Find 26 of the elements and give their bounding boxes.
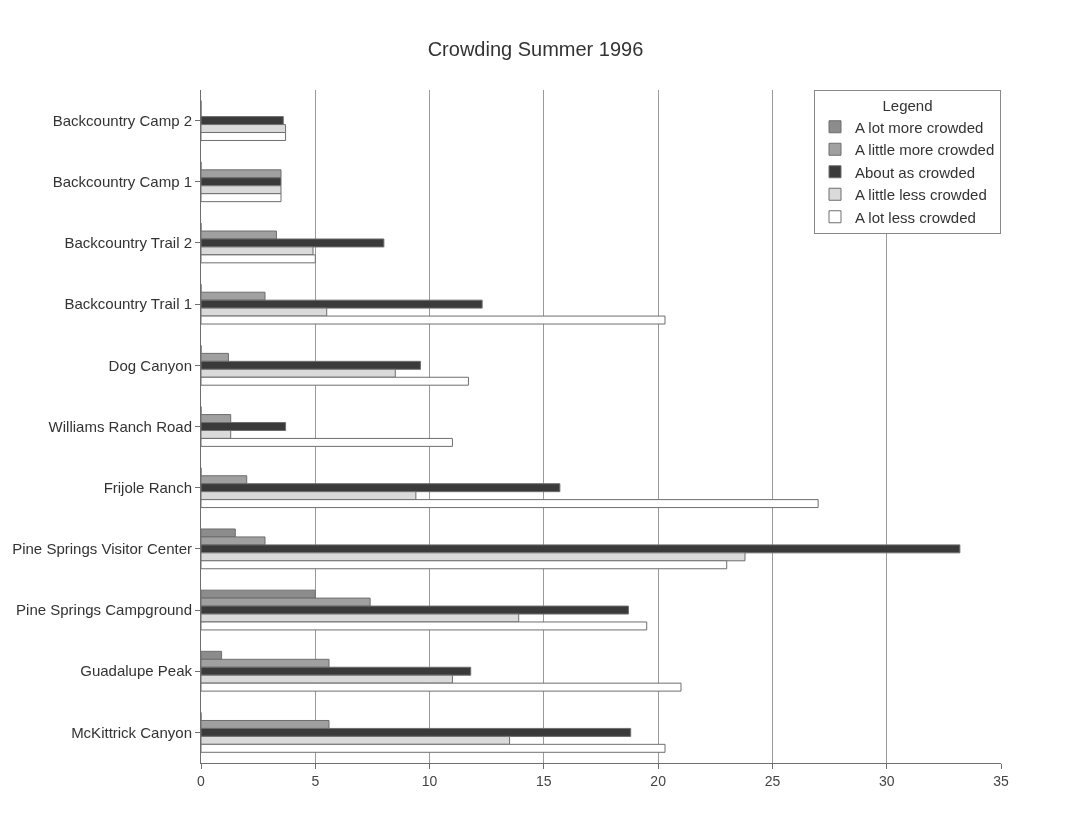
x-tick-label: 5 <box>311 772 320 789</box>
y-tick-label: Backcountry Trail 1 <box>64 295 192 313</box>
legend-label: A little more crowded <box>855 141 995 159</box>
y-tick-label: Backcountry Camp 2 <box>52 111 192 129</box>
x-tick-label: 10 <box>421 772 438 789</box>
y-tick-label: McKittrick Canyon <box>71 723 192 741</box>
legend-label: A lot less crowded <box>855 208 976 226</box>
legend-title: Legend <box>882 96 933 114</box>
y-tick-label: Frijole Ranch <box>103 478 192 496</box>
x-tick-label: 0 <box>197 772 206 789</box>
x-tick-label: 30 <box>878 772 895 789</box>
y-tick-label: Backcountry Camp 1 <box>52 173 192 191</box>
x-tick-label: 35 <box>993 772 1009 789</box>
x-tick-label: 25 <box>764 772 781 789</box>
y-tick-label: Williams Ranch Road <box>48 417 192 435</box>
y-tick-label: Backcountry Trail 2 <box>64 234 192 252</box>
legend-label: About as crowded <box>855 163 976 181</box>
x-tick-label: 15 <box>536 772 552 789</box>
legend-label: A lot more crowded <box>855 118 984 136</box>
y-tick-label: Pine Springs Visitor Center <box>12 540 192 558</box>
y-tick-label: Dog Canyon <box>108 356 192 374</box>
y-tick-label: Pine Springs Campground <box>16 601 192 619</box>
chart-title: Crowding Summer 1996 <box>427 37 644 60</box>
y-tick-label: Guadalupe Peak <box>80 662 193 680</box>
x-tick-label: 20 <box>650 772 667 789</box>
legend-label: A little less crowded <box>855 186 987 204</box>
